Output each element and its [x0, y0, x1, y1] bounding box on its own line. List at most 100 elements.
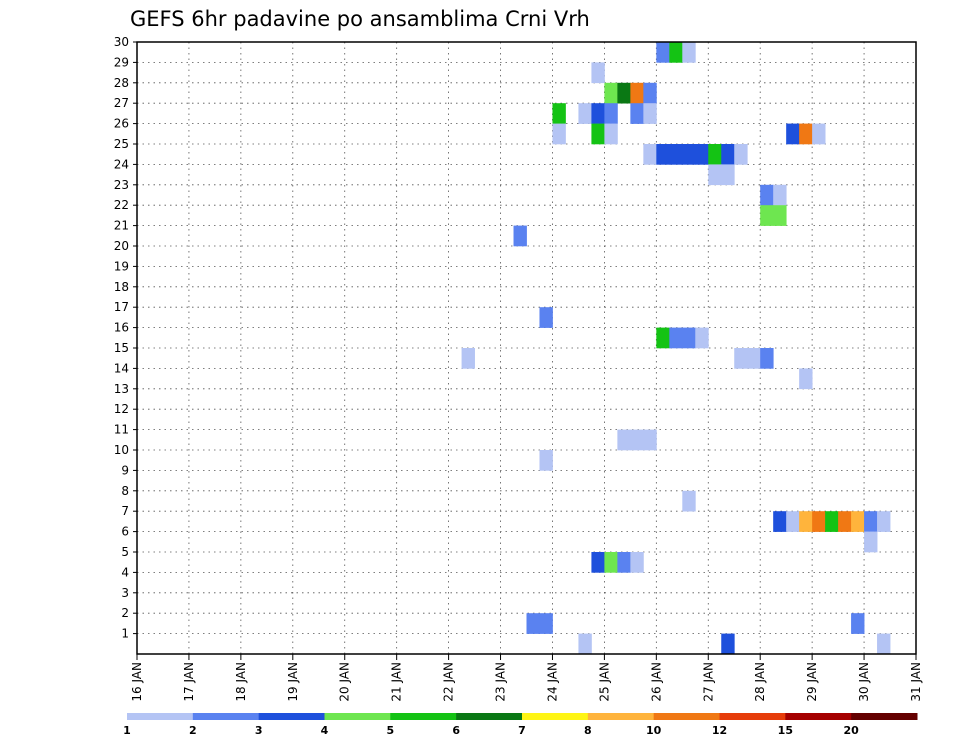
legend-swatch — [258, 713, 325, 720]
precip-cell — [760, 205, 774, 226]
x-tick-label: 17 JAN — [182, 662, 196, 702]
y-tick-label: 5 — [121, 545, 129, 559]
precip-cell — [526, 613, 540, 634]
legend-label: 3 — [255, 724, 263, 737]
color-legend: 1 2 3 4 5 6 7 8 10 12 15 20 — [123, 713, 918, 737]
x-tick-label: 21 JAN — [390, 662, 404, 702]
y-tick-label: 24 — [114, 157, 129, 171]
precip-cell — [760, 184, 774, 206]
x-tick-label: 18 JAN — [234, 662, 248, 702]
y-tick-label: 15 — [114, 341, 129, 355]
precip-cell — [734, 144, 748, 165]
x-tick-label: 22 JAN — [442, 662, 456, 702]
x-tick-label: 28 JAN — [753, 662, 767, 702]
precip-cell — [604, 123, 618, 145]
precip-cell — [708, 144, 722, 165]
precip-cell — [461, 348, 475, 369]
legend-label: 4 — [321, 724, 329, 737]
precip-cell — [539, 613, 553, 634]
precip-cells — [461, 42, 891, 655]
x-tick-label: 31 JAN — [909, 662, 923, 702]
precip-cell — [591, 123, 605, 145]
y-tick-label: 16 — [114, 321, 129, 335]
precip-cell — [877, 511, 891, 532]
precip-cell — [773, 205, 787, 226]
legend-swatch — [324, 713, 391, 720]
y-tick-label: 19 — [114, 259, 129, 273]
legend-label: 6 — [452, 724, 460, 737]
precip-cell — [604, 552, 618, 573]
precip-cell — [812, 123, 826, 145]
precip-cell — [630, 82, 644, 104]
precip-cell — [786, 511, 800, 532]
precip-cell — [617, 552, 631, 573]
precip-cell — [643, 144, 657, 165]
legend-label: 2 — [189, 724, 197, 737]
precip-cell — [539, 307, 553, 328]
y-tick-label: 4 — [121, 565, 129, 579]
x-tick-label: 23 JAN — [494, 662, 508, 702]
precip-cell — [799, 368, 813, 390]
precip-cell — [539, 450, 553, 471]
precip-cell — [578, 633, 592, 655]
precip-cell — [591, 62, 605, 84]
x-tick-label: 29 JAN — [805, 662, 819, 702]
precip-cell — [812, 511, 826, 532]
precip-cell — [617, 429, 631, 451]
precip-cell — [825, 511, 839, 532]
legend-swatch — [390, 713, 457, 720]
precip-cell — [864, 531, 878, 553]
legend-label: 5 — [387, 724, 395, 737]
legend-swatch — [785, 713, 852, 720]
precip-cell — [682, 490, 696, 512]
legend-swatch — [719, 713, 786, 720]
precip-cell — [851, 511, 865, 532]
legend-swatch — [127, 713, 194, 720]
legend-label: 20 — [844, 724, 860, 737]
precip-cell — [799, 123, 813, 145]
precip-cell — [721, 164, 735, 186]
precip-cell — [695, 327, 709, 349]
precip-cell — [552, 123, 566, 145]
chart-title: GEFS 6hr padavine po ansamblima Crni Vrh — [130, 7, 590, 31]
precip-cell — [760, 348, 774, 369]
legend-label: 10 — [646, 724, 662, 737]
precip-cell — [591, 552, 605, 573]
y-tick-label: 23 — [114, 178, 129, 192]
y-tick-label: 12 — [114, 402, 129, 416]
precip-cell — [656, 327, 670, 349]
x-tick-label: 25 JAN — [597, 662, 611, 702]
legend-swatch — [192, 713, 260, 720]
y-tick-label: 29 — [114, 55, 129, 69]
y-tick-label: 22 — [114, 198, 129, 212]
precip-cell — [669, 327, 683, 349]
precip-cell — [708, 164, 722, 186]
precip-cell — [721, 144, 735, 165]
legend-label: 15 — [778, 724, 793, 737]
precip-cell — [656, 144, 670, 165]
y-tick-label: 8 — [121, 484, 129, 498]
precip-cell — [630, 429, 644, 451]
precip-cell — [643, 429, 657, 451]
y-tick-label: 21 — [114, 219, 129, 233]
precip-cell — [630, 103, 644, 124]
precip-cell — [773, 184, 787, 206]
y-tick-label: 25 — [114, 137, 129, 151]
precip-cell — [630, 552, 644, 573]
legend-label: 7 — [518, 724, 526, 737]
precip-cell — [643, 103, 657, 124]
x-tick-label: 27 JAN — [701, 662, 715, 702]
y-tick-label: 18 — [114, 280, 129, 294]
y-tick-label: 17 — [114, 300, 129, 314]
legend-swatch — [653, 713, 720, 720]
y-tick-label: 20 — [114, 239, 129, 253]
y-tick-label: 13 — [114, 382, 129, 396]
y-tick-label: 27 — [114, 96, 129, 110]
y-tick-label: 3 — [121, 586, 129, 600]
precip-cell — [643, 82, 657, 104]
precip-cell — [682, 42, 696, 63]
y-axis-ticks: 1234567891011121314151617181920212223242… — [114, 35, 137, 641]
legend-swatch — [587, 713, 655, 720]
y-tick-label: 10 — [114, 443, 129, 457]
